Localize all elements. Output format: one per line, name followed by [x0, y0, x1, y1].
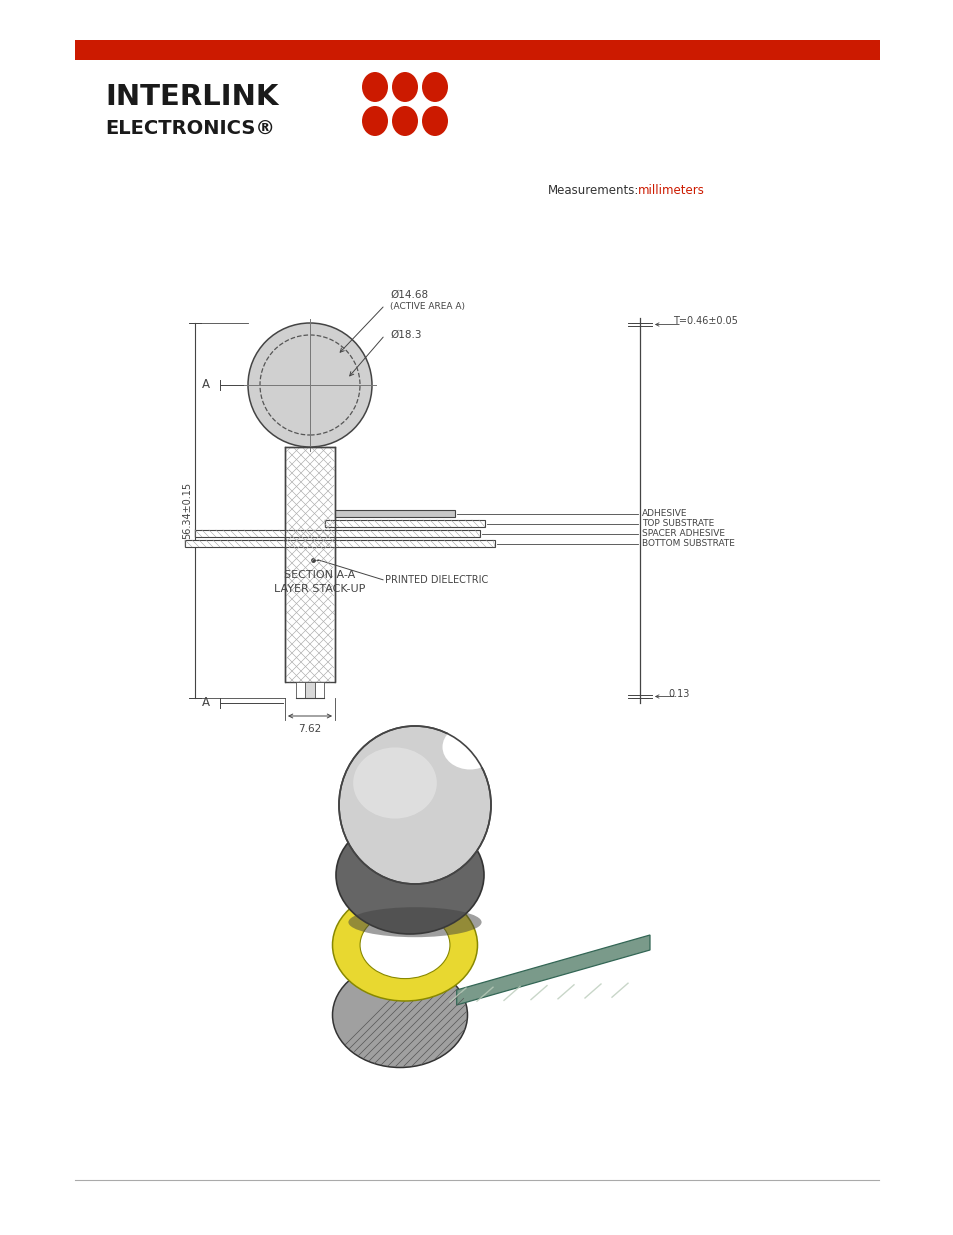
Text: millimeters: millimeters: [638, 184, 704, 196]
Ellipse shape: [335, 816, 483, 934]
Ellipse shape: [248, 324, 372, 447]
Bar: [305, 682, 314, 698]
Text: T=0.46±0.05: T=0.46±0.05: [672, 316, 737, 326]
Text: SECTION A-A: SECTION A-A: [284, 571, 355, 580]
Bar: [185, 540, 495, 547]
Ellipse shape: [333, 962, 467, 1067]
Polygon shape: [456, 935, 649, 1005]
Ellipse shape: [392, 72, 417, 103]
Bar: [75, 40, 879, 61]
Text: A: A: [202, 378, 210, 390]
Bar: [285, 447, 335, 682]
Ellipse shape: [392, 106, 417, 136]
Text: INTERLINK: INTERLINK: [105, 83, 278, 111]
Text: BOTTOM SUBSTRATE: BOTTOM SUBSTRATE: [641, 538, 734, 548]
Text: PRINTED DIELECTRIC: PRINTED DIELECTRIC: [385, 574, 488, 585]
Text: Ø18.3: Ø18.3: [390, 330, 421, 340]
Bar: [335, 510, 455, 517]
Ellipse shape: [421, 72, 448, 103]
Text: 7.62: 7.62: [298, 724, 321, 734]
Ellipse shape: [338, 726, 491, 884]
Ellipse shape: [333, 889, 477, 1002]
Text: ELECTRONICS®: ELECTRONICS®: [105, 119, 274, 137]
Text: TOP SUBSTRATE: TOP SUBSTRATE: [641, 519, 714, 529]
Ellipse shape: [361, 72, 388, 103]
Text: Ø14.68: Ø14.68: [390, 290, 428, 300]
Ellipse shape: [348, 908, 481, 937]
Bar: [295, 682, 305, 698]
Text: Measurements:: Measurements:: [547, 184, 639, 196]
Text: SPACER ADHESIVE: SPACER ADHESIVE: [641, 529, 724, 538]
Text: LAYER STACK-UP: LAYER STACK-UP: [274, 584, 365, 594]
Text: ADHESIVE: ADHESIVE: [641, 509, 687, 517]
Ellipse shape: [442, 725, 497, 769]
Ellipse shape: [353, 747, 436, 819]
Text: (ACTIVE AREA A): (ACTIVE AREA A): [390, 303, 464, 311]
Ellipse shape: [361, 106, 388, 136]
Bar: [314, 682, 324, 698]
Text: A: A: [202, 695, 210, 709]
Ellipse shape: [421, 106, 448, 136]
Bar: [325, 520, 484, 527]
Text: 0.13: 0.13: [667, 689, 689, 699]
Ellipse shape: [359, 911, 450, 978]
Text: 56.34±0.15: 56.34±0.15: [182, 482, 192, 538]
Bar: [194, 530, 479, 537]
